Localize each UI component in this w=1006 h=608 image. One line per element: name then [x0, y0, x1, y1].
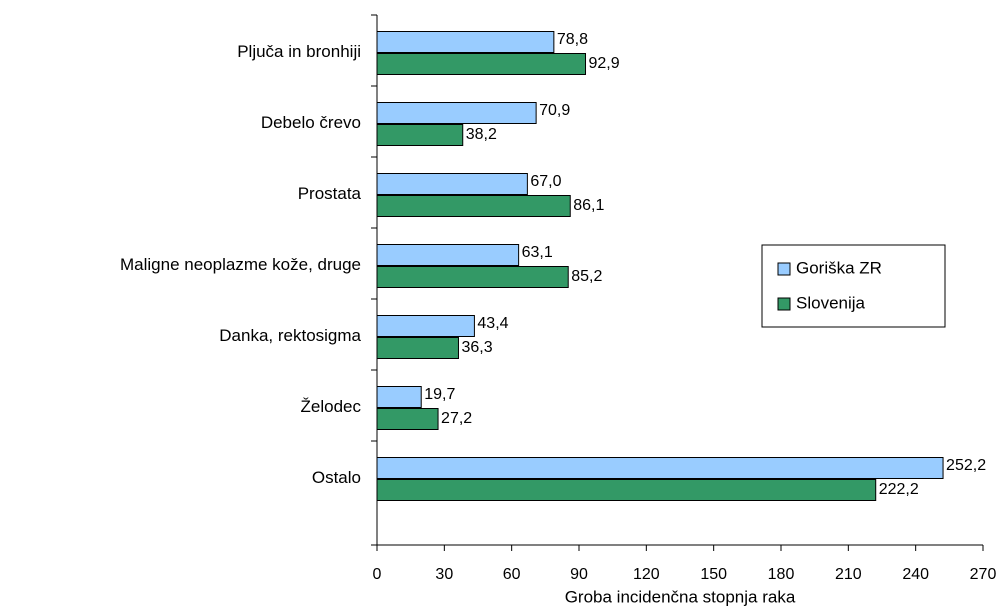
bar	[376, 124, 464, 146]
y-tick-label: Želodec	[301, 397, 362, 416]
y-tick-label: Debelo črevo	[261, 113, 361, 132]
value-label: 85,2	[571, 268, 602, 285]
bar	[376, 53, 587, 75]
bar	[376, 244, 520, 266]
bar	[376, 386, 422, 408]
x-tick-label: 30	[435, 566, 453, 583]
value-label: 86,1	[573, 197, 604, 214]
bar	[376, 173, 528, 195]
bar	[376, 479, 877, 501]
x-tick-label: 60	[503, 566, 521, 583]
bar	[376, 408, 439, 430]
value-label: 78,8	[557, 31, 588, 48]
value-label: 19,7	[424, 386, 455, 403]
value-label: 222,2	[879, 481, 919, 498]
x-tick-label: 240	[902, 566, 929, 583]
legend-swatch	[777, 297, 791, 311]
value-label: 92,9	[589, 55, 620, 72]
x-axis-label: Groba incidenčna stopnja raka	[565, 587, 796, 606]
value-label: 67,0	[530, 173, 561, 190]
value-label: 27,2	[441, 410, 472, 427]
legend-swatch	[777, 262, 791, 276]
legend-label: Slovenija	[796, 293, 866, 312]
legend-box	[761, 244, 946, 328]
bar	[376, 315, 475, 337]
x-tick-label: 90	[570, 566, 588, 583]
bar	[376, 102, 537, 124]
x-tick-label: 0	[373, 566, 382, 583]
x-tick-label: 270	[970, 566, 997, 583]
value-label: 38,2	[466, 126, 497, 143]
bar	[376, 31, 555, 53]
y-tick-label: Ostalo	[312, 468, 361, 487]
x-tick-label: 210	[835, 566, 862, 583]
legend-label: Goriška ZR	[796, 258, 882, 277]
bar	[376, 266, 569, 288]
value-label: 252,2	[946, 457, 986, 474]
bar	[376, 457, 944, 479]
value-label: 43,4	[477, 315, 508, 332]
y-tick-label: Maligne neoplazme kože, druge	[120, 255, 361, 274]
x-tick-label: 150	[700, 566, 727, 583]
y-tick-label: Danka, rektosigma	[219, 326, 361, 345]
y-tick-label: Pljuča in bronhiji	[237, 42, 361, 61]
bar	[376, 195, 571, 217]
value-label: 70,9	[539, 102, 570, 119]
x-tick-label: 180	[768, 566, 795, 583]
value-label: 36,3	[461, 339, 492, 356]
y-tick-label: Prostata	[298, 184, 362, 203]
value-label: 63,1	[522, 244, 553, 261]
x-tick-label: 120	[633, 566, 660, 583]
bar	[376, 337, 459, 359]
